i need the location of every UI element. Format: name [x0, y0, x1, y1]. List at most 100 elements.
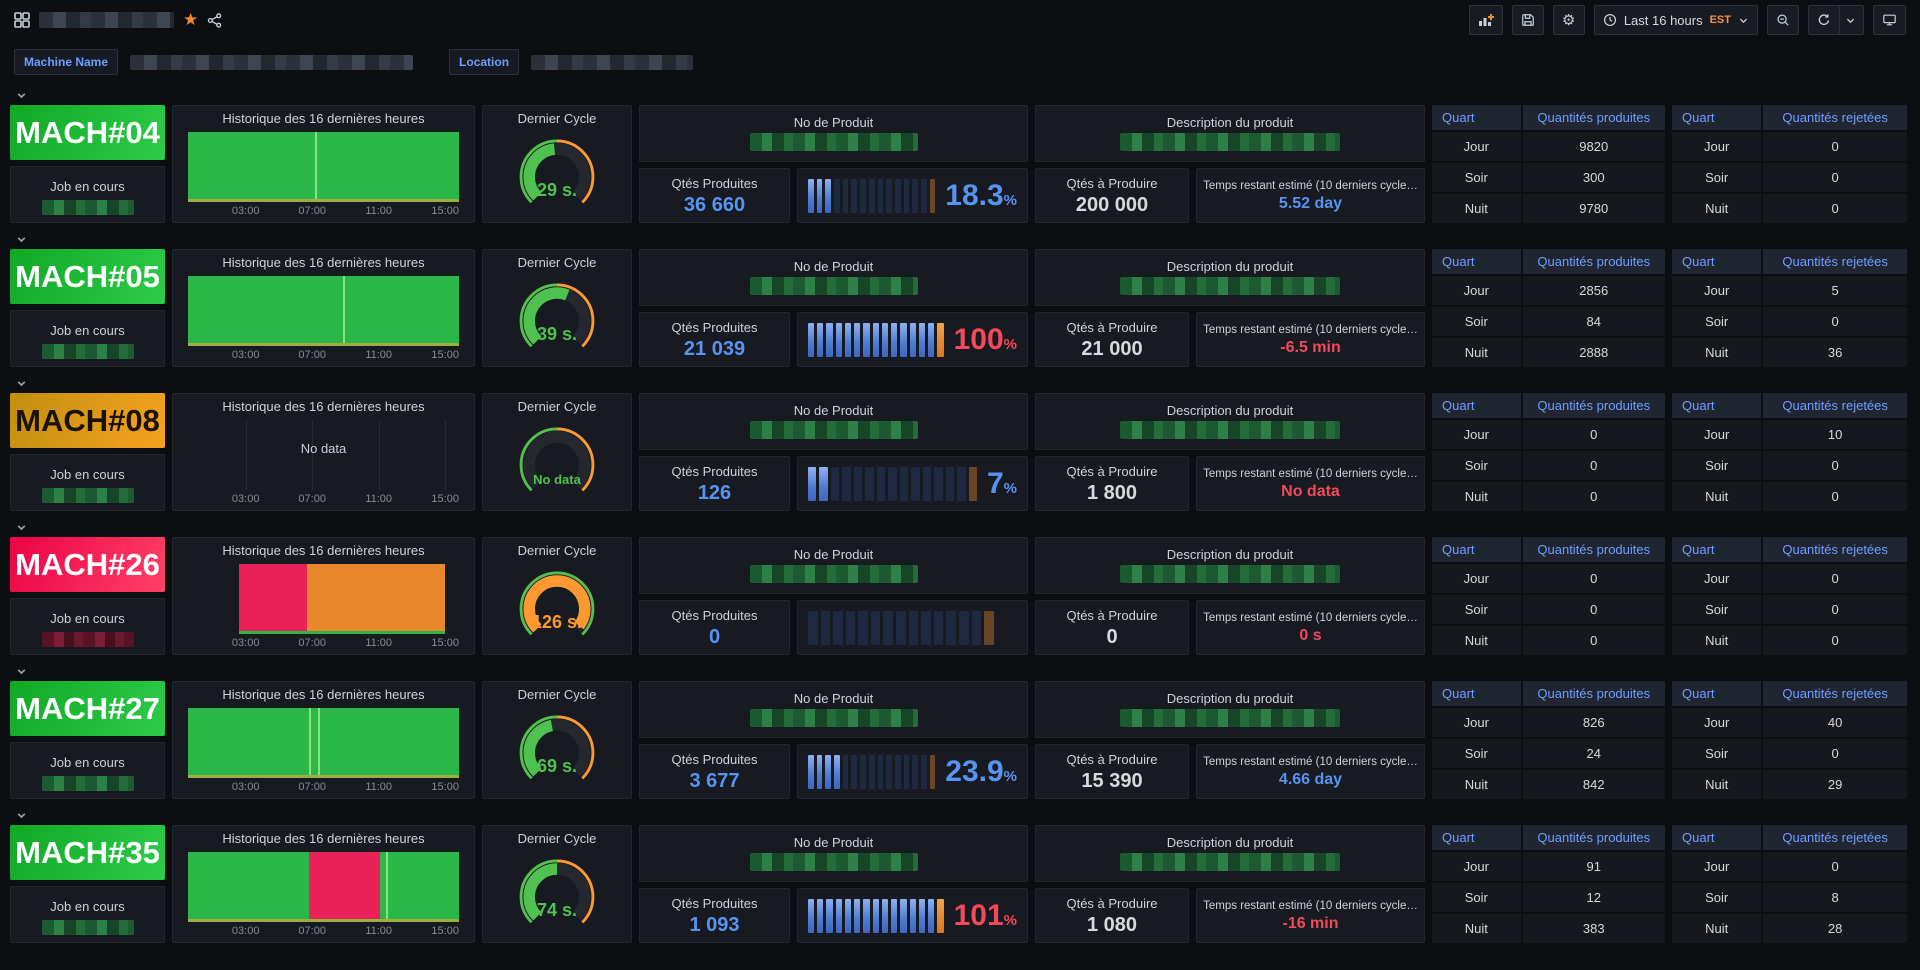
produced-table-header-quart[interactable]: Quart	[1442, 398, 1475, 413]
product-description-title[interactable]: Description du produit	[1166, 834, 1294, 850]
rejected-table-header-quart[interactable]: Quart	[1682, 830, 1715, 845]
history-panel-title[interactable]: Historique des 16 dernières heures	[222, 543, 425, 558]
machine-name-variable-label: Machine Name	[14, 49, 119, 75]
table-row: Jour 40	[1672, 708, 1907, 737]
gauge-panel-title[interactable]: Dernier Cycle	[517, 543, 597, 558]
history-panel-title[interactable]: Historique des 16 dernières heures	[222, 687, 425, 702]
time-remaining-panel: Temps restant estimé (10 derniers cycle……	[1196, 312, 1425, 367]
share-icon[interactable]	[207, 12, 222, 28]
qty-to-produce-value: 200 000	[1075, 194, 1149, 216]
history-panel-title[interactable]: Historique des 16 dernières heures	[222, 111, 425, 126]
time-range-picker[interactable]: Last 16 hours EST	[1593, 5, 1758, 35]
kiosk-mode-button[interactable]	[1873, 5, 1906, 35]
bar-gauge-segment	[921, 610, 931, 645]
progress-bar-gauge-panel: 101 %	[797, 888, 1028, 943]
progress-bar-gauge-panel: 100 %	[797, 312, 1028, 367]
zoom-out-time-button[interactable]	[1767, 5, 1799, 35]
history-time-axis: 03:00 07:00 11:00 15:00	[182, 925, 465, 940]
history-state-segment	[238, 564, 307, 634]
produced-table-header-qty[interactable]: Quantités produites	[1520, 681, 1665, 706]
produced-table-header-quart[interactable]: Quart	[1442, 110, 1475, 125]
history-panel: Historique des 16 dernières heures 03:00…	[172, 105, 475, 223]
rejected-table-header-qty[interactable]: Quantités rejetées	[1761, 393, 1907, 418]
gauge-panel-title[interactable]: Dernier Cycle	[517, 399, 597, 414]
refresh-interval-dropdown[interactable]	[1840, 5, 1864, 35]
dashboard-settings-button[interactable]: ⚙	[1552, 5, 1585, 35]
rejected-table-header-quart[interactable]: Quart	[1682, 110, 1715, 125]
location-variable-value-redacted[interactable]	[531, 54, 694, 70]
job-panel-title[interactable]: Job en cours	[50, 322, 125, 338]
job-panel-title[interactable]: Job en cours	[50, 610, 125, 626]
apps-grid-icon[interactable]	[14, 12, 30, 28]
row-collapse-toggle[interactable]	[10, 518, 1910, 537]
history-panel-title[interactable]: Historique des 16 dernières heures	[222, 399, 425, 414]
bar-gauge-segment	[912, 754, 918, 789]
gauge-panel-title[interactable]: Dernier Cycle	[517, 255, 597, 270]
save-dashboard-button[interactable]	[1511, 5, 1544, 35]
produced-table-header-quart[interactable]: Quart	[1442, 830, 1475, 845]
shift-label: Soir	[1464, 170, 1488, 185]
row-collapse-toggle[interactable]	[10, 86, 1910, 105]
rejected-table-header-qty[interactable]: Quantités rejetées	[1761, 825, 1907, 850]
rejected-table-header-quart[interactable]: Quart	[1682, 686, 1715, 701]
produced-table-header-quart[interactable]: Quart	[1442, 542, 1475, 557]
product-no-title[interactable]: No de Produit	[793, 402, 874, 418]
row-collapse-toggle[interactable]	[10, 806, 1910, 825]
produced-table-header-quart[interactable]: Quart	[1442, 254, 1475, 269]
job-panel-title[interactable]: Job en cours	[50, 754, 125, 770]
product-description-title[interactable]: Description du produit	[1166, 690, 1294, 706]
history-panel-title[interactable]: Historique des 16 dernières heures	[222, 255, 425, 270]
produced-table-header-qty[interactable]: Quantités produites	[1520, 105, 1665, 130]
product-no-value-redacted	[749, 709, 918, 728]
product-description-title[interactable]: Description du produit	[1166, 114, 1294, 130]
history-secondary-strip	[238, 631, 446, 634]
product-no-title[interactable]: No de Produit	[793, 690, 874, 706]
gauge-panel-title[interactable]: Dernier Cycle	[517, 687, 597, 702]
rejected-table-header-qty[interactable]: Quantités rejetées	[1761, 105, 1907, 130]
bar-gauge-max-segment	[984, 610, 994, 645]
rejected-table-header-qty[interactable]: Quantités rejetées	[1761, 249, 1907, 274]
history-panel: Historique des 16 dernières heures 03:00…	[172, 249, 475, 367]
qty-produced-value: 36 660	[683, 194, 746, 216]
product-description-title[interactable]: Description du produit	[1166, 258, 1294, 274]
gauge-panel-title[interactable]: Dernier Cycle	[517, 831, 597, 846]
gauge-panel-title[interactable]: Dernier Cycle	[517, 111, 597, 126]
product-description-title[interactable]: Description du produit	[1166, 402, 1294, 418]
rejected-quantities-table: Quart Quantités rejetées Jour 5 Soir 0 N…	[1672, 249, 1907, 367]
rejected-table-header-quart[interactable]: Quart	[1682, 542, 1715, 557]
dashboard-title-redacted[interactable]	[39, 12, 174, 28]
rejected-table-header-qty[interactable]: Quantités rejetées	[1761, 681, 1907, 706]
machine-name-variable-value-redacted[interactable]	[130, 54, 414, 70]
produced-table-header-qty[interactable]: Quantités produites	[1520, 249, 1665, 274]
rejected-quantities-table: Quart Quantités rejetées Jour 0 Soir 0 N…	[1672, 105, 1907, 223]
produced-table-header-quart[interactable]: Quart	[1442, 686, 1475, 701]
row-collapse-toggle[interactable]	[10, 230, 1910, 249]
shift-label: Soir	[1464, 602, 1488, 617]
time-remaining-label: Temps restant estimé (10 derniers cycle…	[1203, 900, 1418, 912]
row-collapse-toggle[interactable]	[10, 374, 1910, 393]
bar-gauge-segment	[835, 322, 842, 357]
produced-table-header-qty[interactable]: Quantités produites	[1520, 825, 1665, 850]
product-no-title[interactable]: No de Produit	[793, 546, 874, 562]
product-no-title[interactable]: No de Produit	[793, 258, 874, 274]
add-panel-button[interactable]	[1468, 5, 1503, 35]
produced-value: 0	[1520, 595, 1665, 624]
bar-gauge-segment	[894, 178, 901, 213]
job-panel-title[interactable]: Job en cours	[50, 898, 125, 914]
table-row: Nuit 842	[1432, 770, 1665, 799]
rejected-table-header-quart[interactable]: Quart	[1682, 254, 1715, 269]
product-no-title[interactable]: No de Produit	[793, 834, 874, 850]
refresh-button[interactable]	[1808, 5, 1840, 35]
job-panel-title[interactable]: Job en cours	[50, 466, 125, 482]
job-panel-title[interactable]: Job en cours	[50, 178, 125, 194]
product-description-title[interactable]: Description du produit	[1166, 546, 1294, 562]
produced-table-header-qty[interactable]: Quantités produites	[1520, 393, 1665, 418]
rejected-table-header-quart[interactable]: Quart	[1682, 398, 1715, 413]
favorite-star-icon[interactable]: ★	[183, 10, 199, 29]
qty-produced-label: Qtés Produites	[671, 752, 758, 767]
product-no-title[interactable]: No de Produit	[793, 114, 874, 130]
produced-table-header-qty[interactable]: Quantités produites	[1520, 537, 1665, 562]
history-panel-title[interactable]: Historique des 16 dernières heures	[222, 831, 425, 846]
row-collapse-toggle[interactable]	[10, 662, 1910, 681]
rejected-table-header-qty[interactable]: Quantités rejetées	[1761, 537, 1907, 562]
